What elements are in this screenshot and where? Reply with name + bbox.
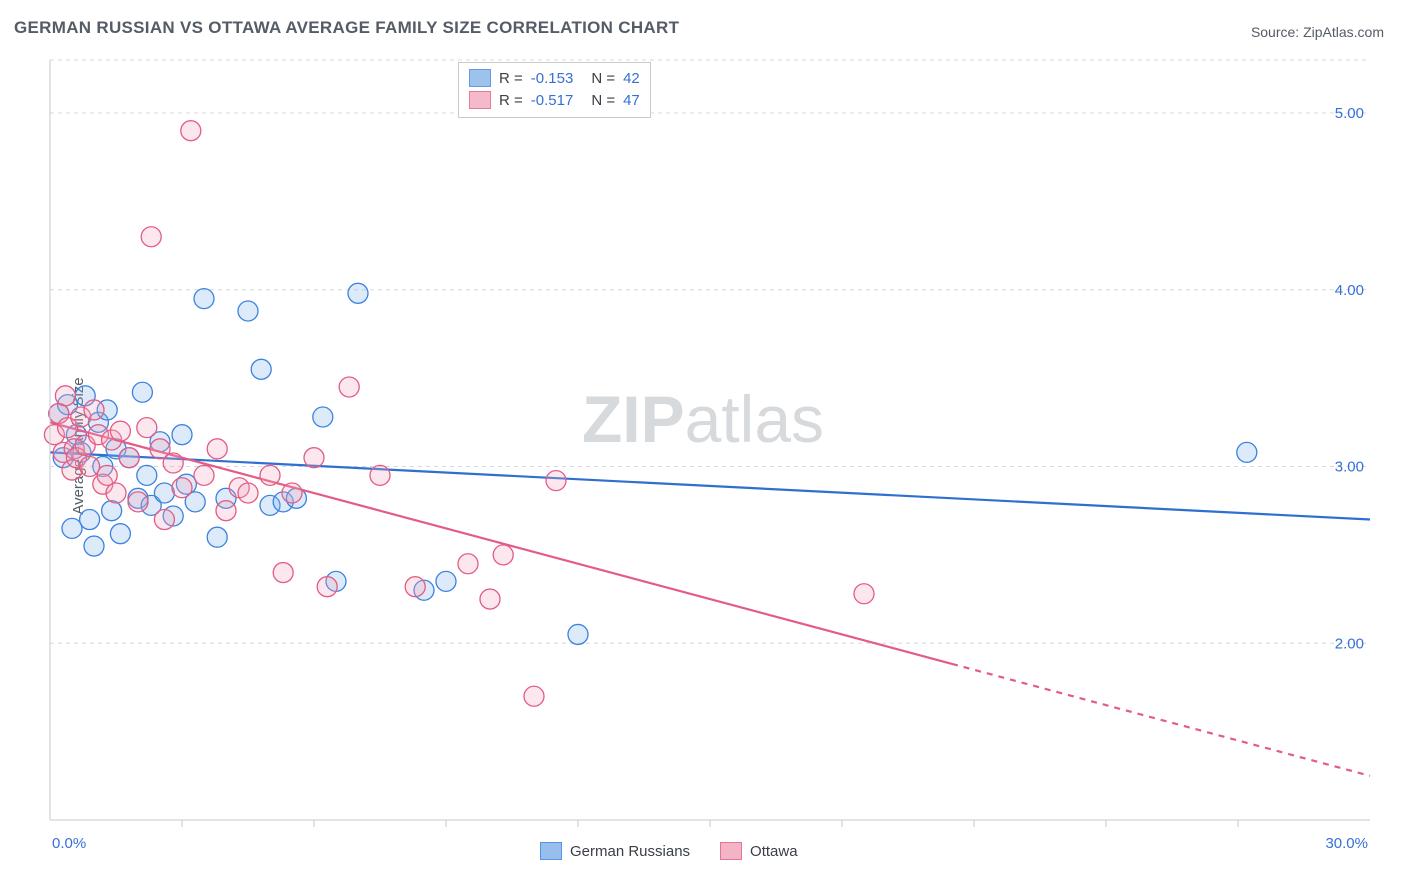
legend-r-value-ottawa: -0.517 xyxy=(531,92,574,109)
data-point-ottawa xyxy=(238,483,258,503)
data-point-german_russians xyxy=(137,465,157,485)
data-point-german_russians xyxy=(194,289,214,309)
data-point-ottawa xyxy=(106,483,126,503)
series-legend-swatch xyxy=(720,842,742,860)
data-point-ottawa xyxy=(80,457,100,477)
data-point-ottawa xyxy=(207,439,227,459)
data-point-ottawa xyxy=(524,686,544,706)
data-point-ottawa xyxy=(110,421,130,441)
data-point-ottawa xyxy=(216,501,236,521)
data-point-ottawa xyxy=(273,563,293,583)
data-point-ottawa xyxy=(181,121,201,141)
data-point-ottawa xyxy=(141,227,161,247)
data-point-ottawa xyxy=(137,418,157,438)
legend-swatch-german_russians xyxy=(469,69,491,87)
y-tick-label: 4.00 xyxy=(1335,282,1364,299)
data-point-german_russians xyxy=(313,407,333,427)
legend-n-label: N = xyxy=(591,92,615,109)
data-point-ottawa xyxy=(282,483,302,503)
y-tick-label: 3.00 xyxy=(1335,459,1364,476)
data-point-ottawa xyxy=(154,510,174,530)
data-point-german_russians xyxy=(62,518,82,538)
data-point-german_russians xyxy=(1237,442,1257,462)
data-point-german_russians xyxy=(238,301,258,321)
series-legend-item: German Russians xyxy=(540,842,690,860)
series-legend-swatch xyxy=(540,842,562,860)
data-point-ottawa xyxy=(405,577,425,597)
data-point-german_russians xyxy=(132,382,152,402)
stats-legend-row-ottawa: R = -0.517 N = 47 xyxy=(469,89,640,111)
series-legend-label: Ottawa xyxy=(750,843,798,860)
data-point-ottawa xyxy=(339,377,359,397)
data-point-german_russians xyxy=(80,510,100,530)
data-point-german_russians xyxy=(251,359,271,379)
legend-n-value-german_russians: 42 xyxy=(623,70,640,87)
data-point-ottawa xyxy=(194,465,214,485)
data-point-ottawa xyxy=(370,465,390,485)
data-point-german_russians xyxy=(207,527,227,547)
data-point-ottawa xyxy=(493,545,513,565)
regression-line-ottawa xyxy=(50,422,952,664)
data-point-ottawa xyxy=(55,386,75,406)
data-point-ottawa xyxy=(458,554,478,574)
legend-r-value-german_russians: -0.153 xyxy=(531,70,574,87)
data-point-german_russians xyxy=(102,501,122,521)
data-point-german_russians xyxy=(568,624,588,644)
series-legend-item: Ottawa xyxy=(720,842,798,860)
data-point-ottawa xyxy=(317,577,337,597)
data-point-german_russians xyxy=(172,425,192,445)
legend-r-label: R = xyxy=(499,92,523,109)
data-point-german_russians xyxy=(436,571,456,591)
legend-swatch-ottawa xyxy=(469,91,491,109)
data-point-ottawa xyxy=(84,400,104,420)
stats-legend-box: R = -0.153 N = 42 R = -0.517 N = 47 xyxy=(458,62,651,118)
data-point-german_russians xyxy=(154,483,174,503)
y-tick-label: 5.00 xyxy=(1335,105,1364,122)
data-point-ottawa xyxy=(119,448,139,468)
data-point-ottawa xyxy=(97,465,117,485)
data-point-ottawa xyxy=(546,471,566,491)
data-point-german_russians xyxy=(84,536,104,556)
data-point-ottawa xyxy=(128,492,148,512)
data-point-ottawa xyxy=(304,448,324,468)
legend-n-value-ottawa: 47 xyxy=(623,92,640,109)
data-point-ottawa xyxy=(854,584,874,604)
series-legend-label: German Russians xyxy=(570,843,690,860)
regression-line-dashed-ottawa xyxy=(952,664,1370,776)
legend-n-label: N = xyxy=(591,70,615,87)
legend-r-label: R = xyxy=(499,70,523,87)
series-legend: German Russians Ottawa xyxy=(540,842,798,860)
data-point-german_russians xyxy=(348,283,368,303)
y-tick-label: 2.00 xyxy=(1335,635,1364,652)
x-tick-label: 0.0% xyxy=(52,835,86,852)
x-tick-label: 30.0% xyxy=(1325,835,1368,852)
data-point-german_russians xyxy=(110,524,130,544)
data-point-ottawa xyxy=(172,478,192,498)
data-point-ottawa xyxy=(260,465,280,485)
data-point-ottawa xyxy=(480,589,500,609)
data-point-ottawa xyxy=(163,453,183,473)
stats-legend-row-german_russians: R = -0.153 N = 42 xyxy=(469,67,640,89)
correlation-chart: 2.00 3.00 4.00 5.00 0.0% 30.0% xyxy=(0,0,1406,892)
